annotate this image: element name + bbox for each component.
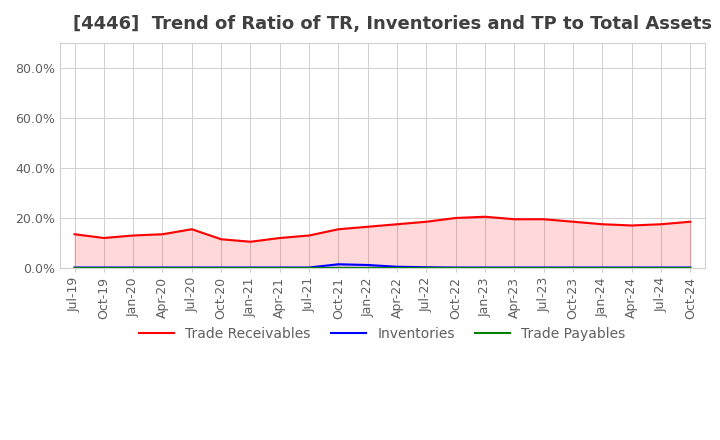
Trade Receivables <box>598 222 607 227</box>
Trade Receivables <box>276 235 284 241</box>
Trade Receivables <box>686 219 695 224</box>
Trade Payables <box>334 265 343 271</box>
Trade Payables <box>99 265 108 271</box>
Trade Payables <box>510 265 518 271</box>
Trade Payables <box>569 265 577 271</box>
Line: Inventories: Inventories <box>75 264 690 268</box>
Trade Receivables <box>657 222 665 227</box>
Trade Receivables <box>158 231 167 237</box>
Trade Payables <box>481 265 490 271</box>
Inventories <box>510 265 518 270</box>
Inventories <box>422 264 431 270</box>
Legend: Trade Receivables, Inventories, Trade Payables: Trade Receivables, Inventories, Trade Pa… <box>134 322 631 347</box>
Trade Payables <box>129 265 138 271</box>
Inventories <box>481 265 490 270</box>
Inventories <box>393 264 402 269</box>
Trade Receivables <box>129 233 138 238</box>
Trade Payables <box>657 265 665 271</box>
Line: Trade Receivables: Trade Receivables <box>75 217 690 242</box>
Trade Payables <box>451 265 460 271</box>
Trade Receivables <box>334 227 343 232</box>
Inventories <box>686 265 695 270</box>
Inventories <box>598 265 607 270</box>
Trade Receivables <box>364 224 372 229</box>
Inventories <box>187 265 196 270</box>
Trade Receivables <box>422 219 431 224</box>
Trade Receivables <box>510 216 518 222</box>
Inventories <box>305 265 313 270</box>
Inventories <box>451 265 460 270</box>
Trade Receivables <box>305 233 313 238</box>
Trade Receivables <box>539 216 548 222</box>
Trade Receivables <box>627 223 636 228</box>
Inventories <box>71 265 79 270</box>
Trade Payables <box>246 265 255 271</box>
Trade Payables <box>422 265 431 271</box>
Inventories <box>246 265 255 270</box>
Trade Payables <box>627 265 636 271</box>
Trade Payables <box>598 265 607 271</box>
Inventories <box>217 265 225 270</box>
Trade Payables <box>276 265 284 271</box>
Trade Payables <box>686 265 695 271</box>
Trade Payables <box>217 265 225 271</box>
Trade Payables <box>393 265 402 271</box>
Inventories <box>276 265 284 270</box>
Trade Receivables <box>217 237 225 242</box>
Trade Payables <box>539 265 548 271</box>
Trade Payables <box>187 265 196 271</box>
Trade Payables <box>305 265 313 271</box>
Inventories <box>627 265 636 270</box>
Trade Receivables <box>393 222 402 227</box>
Inventories <box>569 265 577 270</box>
Inventories <box>364 262 372 268</box>
Trade Receivables <box>451 215 460 220</box>
Trade Payables <box>364 265 372 271</box>
Trade Payables <box>71 265 79 271</box>
Trade Receivables <box>246 239 255 244</box>
Trade Receivables <box>481 214 490 220</box>
Trade Receivables <box>99 235 108 241</box>
Inventories <box>99 265 108 270</box>
Trade Receivables <box>569 219 577 224</box>
Trade Receivables <box>71 231 79 237</box>
Inventories <box>129 265 138 270</box>
Inventories <box>334 262 343 267</box>
Inventories <box>657 265 665 270</box>
Text: [4446]  Trend of Ratio of TR, Inventories and TP to Total Assets: [4446] Trend of Ratio of TR, Inventories… <box>73 15 712 33</box>
Trade Receivables <box>187 227 196 232</box>
Inventories <box>158 265 167 270</box>
Inventories <box>539 265 548 270</box>
Trade Payables <box>158 265 167 271</box>
